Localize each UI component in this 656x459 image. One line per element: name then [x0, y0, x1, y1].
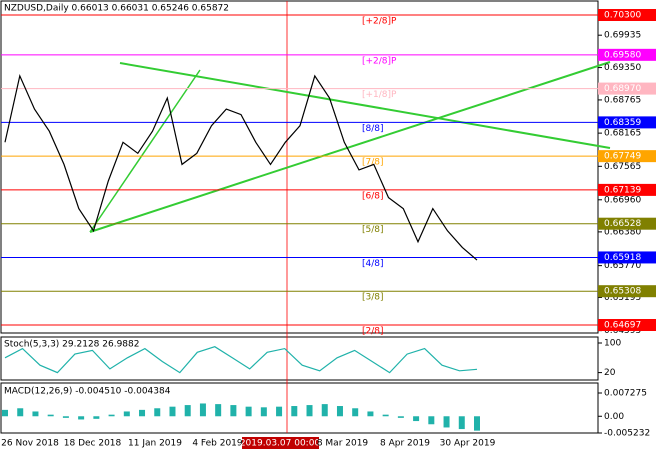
bar [62, 416, 69, 418]
bar [199, 403, 206, 417]
y-tick-label: 0.69350 [604, 63, 641, 73]
trend-line [89, 61, 611, 233]
level-name: [3/8] [362, 293, 384, 303]
y-tick-label: -0.005232 [604, 429, 650, 439]
bar [169, 406, 176, 417]
x-tick-label: 30 Apr 2019 [440, 439, 496, 449]
bar [352, 408, 359, 417]
level-box [598, 319, 656, 331]
level-name: [4/8] [362, 259, 384, 269]
bar [47, 414, 54, 417]
level-label: 0.67749 [604, 152, 641, 162]
bar [93, 416, 100, 419]
y-tick-label: 0.65195 [604, 293, 641, 303]
bar [321, 404, 328, 417]
level-name: [8/8] [362, 124, 384, 134]
x-highlight [242, 437, 319, 449]
bar [397, 416, 404, 418]
bar [291, 406, 298, 417]
bar [2, 409, 8, 417]
trend-line [119, 62, 611, 149]
x-tick-label: 8 Apr 2019 [380, 439, 430, 449]
level-name: [2/8] [362, 327, 384, 337]
y-tick-label: 100 [604, 339, 621, 349]
series-line [4, 73, 478, 261]
level-label: 0.65918 [604, 253, 641, 263]
level-box [598, 285, 656, 298]
bar [184, 405, 191, 417]
stoch-panel [0, 336, 599, 381]
level-name: [6/8] [362, 191, 384, 201]
x-tick-label: 8 Mar 2019 [317, 439, 369, 449]
y-tick-label: 0.65770 [604, 261, 641, 271]
bar [413, 416, 420, 422]
bar [260, 407, 267, 417]
y-tick-label: 0.00 [604, 412, 624, 422]
y-tick-label: 0.007275 [604, 389, 647, 399]
level-name: [+2/8]P [362, 56, 397, 66]
level-box [598, 217, 656, 230]
bar [78, 416, 85, 420]
trend-line [89, 69, 201, 233]
level-box [598, 183, 656, 196]
bar [276, 406, 283, 417]
main-panel [0, 0, 599, 334]
y-tick-label: 0.66960 [604, 195, 641, 205]
y-tick-label: 0.64595 [604, 326, 641, 336]
bar [443, 416, 450, 428]
level-name: [+1/8]P [362, 90, 397, 100]
x-tick-label: 11 Jan 2019 [128, 439, 182, 449]
level-label: 0.70300 [604, 11, 641, 21]
y-tick-label: 0.69935 [604, 31, 641, 41]
level-name: [7/8] [362, 158, 384, 168]
bar [428, 416, 435, 425]
panel-title: NZDUSD,Daily 0.66013 0.66031 0.65246 0.6… [4, 4, 229, 14]
bar [336, 406, 343, 417]
x-tick-label: 26 Nov 2018 [1, 439, 59, 449]
level-label: 0.66528 [604, 219, 641, 229]
level-box [598, 48, 656, 61]
bar [139, 409, 146, 417]
bar [245, 406, 252, 417]
level-box [598, 9, 656, 21]
level-box [598, 82, 656, 95]
series-line [4, 346, 478, 374]
level-name: [+2/8]P [362, 17, 397, 27]
level-label: 0.65308 [604, 287, 641, 297]
bar [306, 405, 313, 417]
level-box [598, 251, 656, 264]
y-tick-label: 0.68765 [604, 95, 641, 105]
x-tick-label: 18 Dec 2018 [64, 439, 122, 449]
bar [154, 408, 161, 417]
bar [382, 414, 389, 417]
x-tick-label: 2019.03.07 00:00 [240, 439, 321, 449]
y-tick-label: 20 [604, 368, 616, 378]
panel-title: Stoch(5,3,3) 29.2128 26.9882 [4, 340, 139, 350]
level-label: 0.67139 [604, 185, 641, 195]
level-box [598, 150, 656, 163]
bar [108, 414, 115, 417]
macd-panel [0, 382, 599, 434]
bar [32, 411, 39, 417]
bar [458, 416, 465, 430]
x-tick-label: 4 Feb 2019 [192, 439, 243, 449]
bar [474, 416, 480, 431]
level-label: 0.64697 [604, 321, 641, 331]
level-name: [5/8] [362, 225, 384, 235]
y-tick-label: 0.68165 [604, 129, 641, 139]
y-tick-label: 0.67565 [604, 162, 641, 172]
bar [215, 404, 222, 417]
bar [230, 405, 237, 417]
y-tick-label: 0.66380 [604, 227, 641, 237]
panel-title: MACD(12,26,9) -0.004510 -0.004384 [4, 387, 171, 397]
level-label: 0.69580 [604, 50, 641, 60]
level-label: 0.68359 [604, 118, 641, 128]
level-label: 0.68970 [604, 84, 641, 94]
level-box [598, 116, 656, 129]
bar [367, 411, 374, 417]
bar [17, 408, 24, 417]
bar [123, 411, 130, 417]
